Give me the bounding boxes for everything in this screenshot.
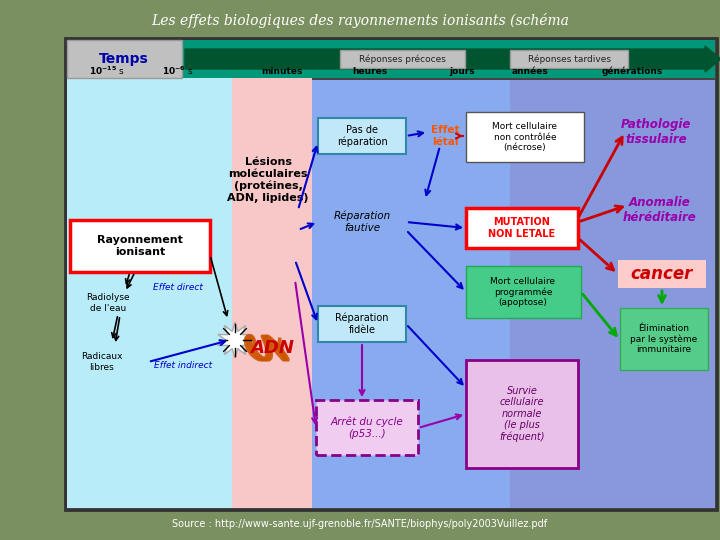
Text: Temps: Temps (99, 52, 149, 66)
Text: Survie
cellulaire
normale
(le plus
fréquent): Survie cellulaire normale (le plus fréqu… (499, 386, 545, 442)
FancyBboxPatch shape (65, 38, 717, 510)
Polygon shape (218, 322, 252, 358)
FancyBboxPatch shape (466, 208, 578, 248)
Text: Réponses tardives: Réponses tardives (528, 54, 611, 64)
FancyBboxPatch shape (318, 118, 406, 154)
Text: $\mathbf{10^{-15}}$ s: $\mathbf{10^{-15}}$ s (89, 65, 125, 77)
FancyBboxPatch shape (466, 360, 578, 468)
Text: Radicaux
libres: Radicaux libres (81, 352, 122, 372)
Text: Réparation
fautive: Réparation fautive (333, 211, 391, 233)
Text: Lésions
moléculaires
(protéines,
ADN, lipides): Lésions moléculaires (protéines, ADN, li… (228, 157, 309, 202)
FancyBboxPatch shape (510, 80, 715, 508)
FancyBboxPatch shape (340, 50, 465, 68)
FancyBboxPatch shape (67, 73, 232, 508)
Text: années: années (512, 66, 549, 76)
Text: Réparation
fidèle: Réparation fidèle (336, 313, 389, 335)
FancyArrow shape (185, 46, 720, 72)
FancyBboxPatch shape (510, 50, 628, 68)
Text: Anomalie
héréditaire: Anomalie héréditaire (623, 196, 697, 224)
Text: Pathologie
tissulaire: Pathologie tissulaire (621, 118, 691, 146)
Text: Les effets biologiques des rayonnements ionisants (schéma: Les effets biologiques des rayonnements … (151, 12, 569, 28)
FancyBboxPatch shape (466, 266, 581, 318)
Text: Mort cellulaire
non contrôlée
(nécrose): Mort cellulaire non contrôlée (nécrose) (492, 122, 557, 152)
FancyBboxPatch shape (620, 308, 708, 370)
Text: jours: jours (449, 66, 474, 76)
Text: Pas de
réparation: Pas de réparation (337, 125, 387, 147)
FancyBboxPatch shape (67, 40, 182, 78)
Text: Mort cellulaire
programmée
(apoptose): Mort cellulaire programmée (apoptose) (490, 277, 556, 307)
Text: ADN: ADN (250, 339, 294, 357)
Text: Réponses précoces: Réponses précoces (359, 54, 446, 64)
FancyBboxPatch shape (312, 80, 712, 508)
Text: Effet indirect: Effet indirect (154, 361, 212, 369)
FancyBboxPatch shape (70, 220, 210, 272)
Text: générations: générations (601, 66, 662, 76)
Text: $\mathbf{10^{-6}}$ s: $\mathbf{10^{-6}}$ s (162, 65, 194, 77)
Text: heures: heures (352, 66, 387, 76)
Text: Source : http://www-sante.ujf-grenoble.fr/SANTE/biophys/poly2003Vuillez.pdf: Source : http://www-sante.ujf-grenoble.f… (172, 519, 548, 529)
Text: Arrêt du cycle
(p53...): Arrêt du cycle (p53...) (330, 417, 403, 439)
FancyBboxPatch shape (318, 306, 406, 342)
FancyBboxPatch shape (67, 40, 715, 78)
FancyBboxPatch shape (618, 260, 706, 288)
Text: Élimination
par le système
immunitaire: Élimination par le système immunitaire (631, 324, 698, 354)
FancyBboxPatch shape (232, 73, 312, 508)
Text: Rayonnement
ionisant: Rayonnement ionisant (97, 235, 183, 257)
Text: MUTATION
NON LETALE: MUTATION NON LETALE (488, 217, 556, 239)
Text: Radiolyse
de l'eau: Radiolyse de l'eau (86, 293, 130, 313)
FancyBboxPatch shape (466, 112, 584, 162)
Text: cancer: cancer (631, 265, 693, 283)
Text: Effet
létal: Effet létal (431, 125, 459, 147)
Text: Effet direct: Effet direct (153, 284, 203, 293)
Text: minutes: minutes (261, 66, 302, 76)
FancyBboxPatch shape (316, 400, 418, 455)
